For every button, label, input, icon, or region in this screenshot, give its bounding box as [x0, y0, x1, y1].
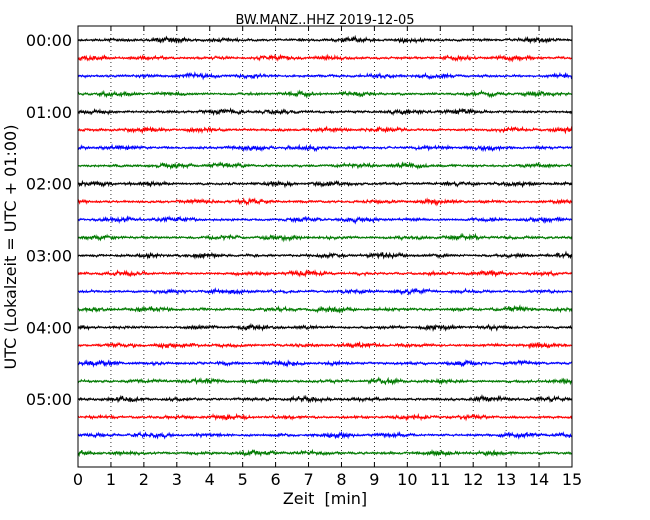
trace-01:00 — [77, 107, 573, 117]
y-axis-ticks: 00:00 01:00 02:00 03:00 04:00 05:00 — [26, 31, 572, 409]
y-tick-label: 01:00 — [26, 103, 72, 122]
trace-00:15 — [77, 53, 573, 63]
trace-02:45 — [77, 232, 573, 243]
x-tick-label: 9 — [369, 470, 379, 489]
x-tick-label: 4 — [205, 470, 215, 489]
plot-frame — [77, 25, 573, 468]
y-tick-label: 05:00 — [26, 390, 72, 409]
trace-01:45 — [77, 161, 573, 170]
trace-01:15 — [77, 125, 573, 135]
y-tick-label: 04:00 — [26, 318, 72, 337]
trace-02:00 — [77, 179, 573, 189]
trace-02:15 — [77, 197, 573, 207]
trace-03:15 — [77, 269, 573, 278]
x-tick-label: 2 — [139, 470, 149, 489]
trace-05:30 — [77, 430, 573, 440]
trace-00:45 — [77, 89, 573, 99]
trace-01:30 — [77, 143, 573, 153]
trace-04:45 — [77, 376, 573, 386]
trace-05:00 — [77, 394, 573, 404]
trace-03:00 — [77, 250, 573, 260]
trace-00:00 — [77, 34, 573, 45]
seismogram-traces — [77, 34, 573, 458]
trace-05:15 — [77, 412, 573, 422]
trace-04:00 — [77, 322, 573, 332]
y-axis-label: UTC (Lokalzeit = UTC + 01:00) — [1, 125, 20, 370]
trace-05:45 — [77, 448, 573, 458]
x-tick-label: 5 — [238, 470, 248, 489]
x-tick-label: 14 — [529, 470, 549, 489]
x-tick-label: 6 — [271, 470, 281, 489]
trace-00:30 — [77, 71, 573, 81]
y-tick-label: 03:00 — [26, 247, 72, 266]
x-axis-label: Zeit [min] — [283, 489, 367, 508]
x-tick-label: 0 — [73, 470, 83, 489]
x-tick-label: 8 — [336, 470, 346, 489]
x-tick-label: 13 — [496, 470, 516, 489]
x-axis-ticks: 0 1 2 3 4 5 6 7 8 9 10 11 12 13 14 15 — [73, 26, 582, 489]
x-tick-label: 1 — [106, 470, 116, 489]
x-tick-label: 3 — [172, 470, 182, 489]
trace-04:30 — [77, 359, 573, 368]
trace-02:30 — [77, 215, 573, 225]
x-tick-label: 15 — [562, 470, 582, 489]
y-tick-label: 00:00 — [26, 31, 72, 50]
x-tick-label: 7 — [303, 470, 313, 489]
x-tick-label: 12 — [463, 470, 483, 489]
chart-title: BW.MANZ..HHZ 2019-12-05 — [235, 13, 414, 28]
trace-04:15 — [77, 340, 573, 350]
trace-03:30 — [77, 287, 573, 296]
x-tick-label: 11 — [430, 470, 450, 489]
x-tick-label: 10 — [397, 470, 417, 489]
y-tick-label: 02:00 — [26, 175, 72, 194]
grid-lines — [110, 26, 540, 467]
trace-03:45 — [77, 304, 573, 314]
